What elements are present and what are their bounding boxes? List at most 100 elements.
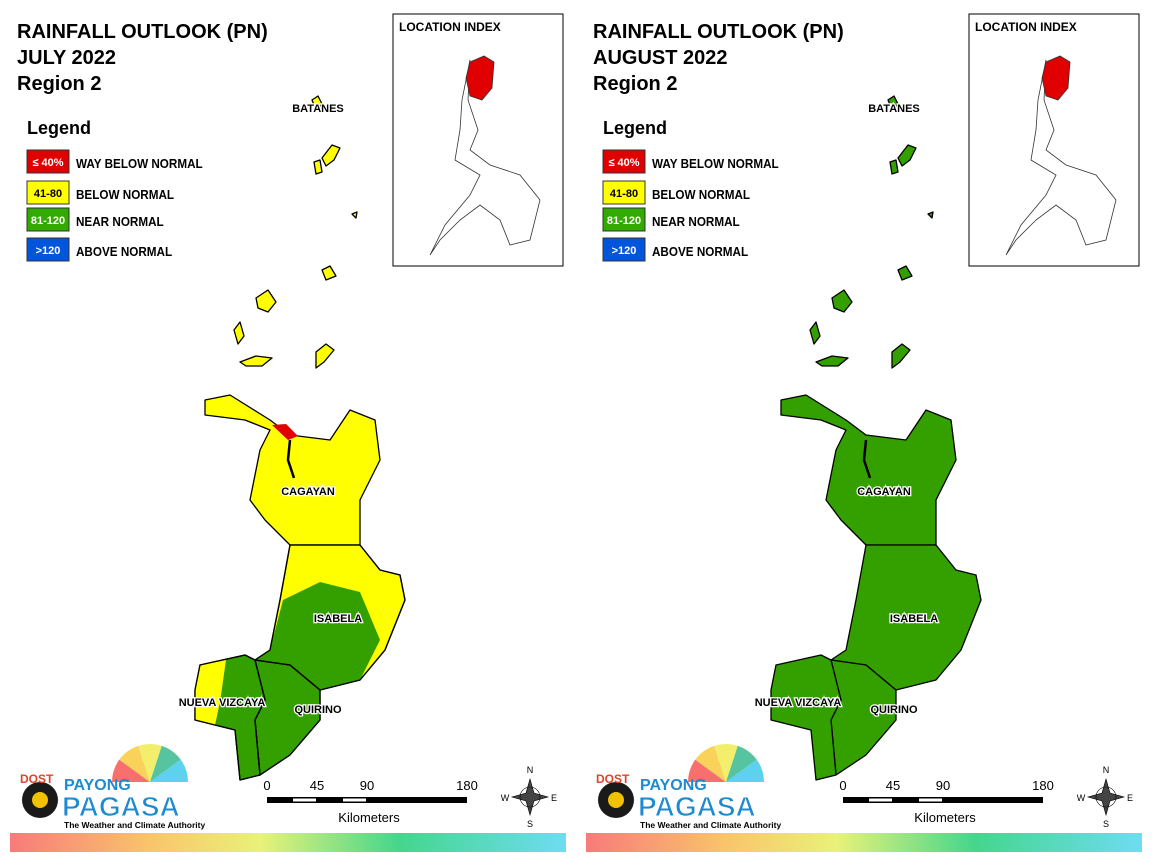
map-title: Region 2 (17, 73, 101, 95)
scale-bar (843, 797, 1043, 803)
legend-label: NEAR NORMAL (76, 214, 164, 229)
zone-way-below (272, 424, 298, 440)
island (927, 211, 934, 219)
logo-umbrella (714, 744, 738, 782)
compass-rose (510, 777, 550, 817)
logo-umbrella (112, 759, 150, 782)
island (321, 265, 337, 281)
scale-tick: 90 (360, 778, 374, 793)
compass-letter: E (1127, 793, 1133, 803)
island (889, 159, 899, 175)
river (286, 439, 296, 479)
scale-segment (293, 798, 316, 802)
scale-unit: Kilometers (338, 810, 400, 825)
island (311, 95, 323, 111)
legend-swatch (26, 149, 70, 174)
legend-key: ≤ 40% (32, 157, 63, 169)
legend-swatch (602, 237, 646, 262)
panel: RAINFALL OUTLOOK (PN) AUGUST 2022 Region 2… (586, 13, 1142, 852)
compass-letter: E (551, 793, 557, 803)
legend-label: WAY BELOW NORMAL (76, 156, 203, 171)
scale-tick: 0 (839, 778, 846, 793)
compass-letter: N (527, 765, 534, 775)
place-label: ISABELA (890, 613, 938, 625)
island (321, 144, 341, 167)
place-label: BATANES (868, 103, 920, 115)
logo-tagline: The Weather and Climate Authority (640, 820, 781, 830)
legend-key: >120 (36, 245, 61, 257)
place-label: NUEVA VIZCAYA (179, 697, 266, 709)
map-title: AUGUST 2022 (593, 47, 728, 69)
legend-key: 41-80 (34, 188, 62, 200)
logo-brand: PAYONG (640, 777, 707, 794)
compass-ring (519, 786, 541, 808)
island (313, 159, 323, 175)
compass-letter: S (527, 819, 533, 829)
inset-region (465, 55, 495, 101)
zone-near-normal (255, 582, 380, 690)
legend-key: >120 (612, 245, 637, 257)
river (862, 439, 872, 479)
legend-key: 81-120 (607, 215, 641, 227)
legend-label: BELOW NORMAL (652, 187, 751, 202)
island (351, 211, 358, 219)
place-label: ISABELA (314, 613, 362, 625)
inset-philippines (1005, 59, 1117, 256)
scale-tick: 180 (456, 778, 478, 793)
scale-bar (267, 797, 467, 803)
legend-title: Legend (603, 118, 667, 138)
legend-key: 41-80 (610, 188, 638, 200)
legend-swatch (26, 207, 70, 232)
island (815, 355, 849, 367)
compass-letter: S (1103, 819, 1109, 829)
logo-umbrella (119, 745, 150, 782)
logo-umbrella (695, 745, 726, 782)
legend-swatch (602, 149, 646, 174)
map-title: RAINFALL OUTLOOK (PN) (17, 21, 268, 43)
legend-label: WAY BELOW NORMAL (652, 156, 779, 171)
province-outline (254, 544, 406, 691)
inset-region (1041, 55, 1071, 101)
legend-swatch (26, 180, 70, 205)
island (897, 265, 913, 281)
place-label: QUIRINO (294, 704, 342, 716)
place-label: CAGAYAN (281, 486, 335, 498)
logo-umbrella (726, 759, 764, 782)
legend-swatch (602, 180, 646, 205)
place-label: CAGAYAN (857, 486, 911, 498)
compass-letter: W (1077, 793, 1086, 803)
scale-unit: Kilometers (914, 810, 976, 825)
island (255, 289, 277, 313)
inset-title: LOCATION INDEX (975, 20, 1077, 34)
legend-swatch (26, 237, 70, 262)
island (831, 289, 853, 313)
place-label: BATANES (292, 103, 344, 115)
place-label: NUEVA VIZCAYA (755, 697, 842, 709)
island (809, 321, 821, 345)
zone-below-normal (195, 660, 226, 725)
scale-tick: 45 (310, 778, 324, 793)
map-title: RAINFALL OUTLOOK (PN) (593, 21, 844, 43)
logo-name: PAGASA (62, 791, 180, 822)
province-outline (194, 654, 266, 781)
compass-letter: N (1103, 765, 1110, 775)
legend-key: 81-120 (31, 215, 65, 227)
scale-tick: 0 (263, 778, 270, 793)
island (239, 355, 273, 367)
logo-umbrella (138, 744, 162, 782)
scale-tick: 45 (886, 778, 900, 793)
legend-label: NEAR NORMAL (652, 214, 740, 229)
logo-emblem-core (608, 792, 624, 808)
logo-emblem-core (32, 792, 48, 808)
scale-segment (919, 798, 942, 802)
scale-segment (869, 798, 892, 802)
footer-band (10, 833, 566, 852)
logo-umbrella (726, 745, 757, 782)
province-nueva-vizcaya (770, 654, 842, 781)
logo-brand: PAYONG (64, 777, 131, 794)
logo-tagline: The Weather and Climate Authority (64, 820, 205, 830)
logo-name: PAGASA (638, 791, 756, 822)
island (887, 95, 899, 111)
